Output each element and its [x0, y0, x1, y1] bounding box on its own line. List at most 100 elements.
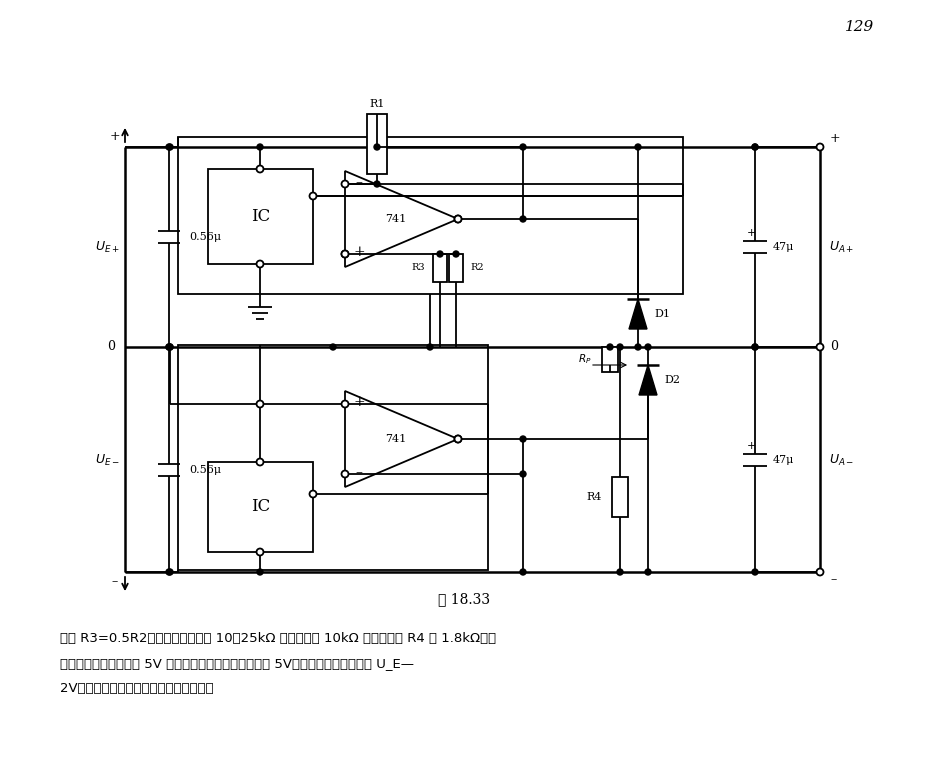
Circle shape: [816, 568, 822, 575]
Circle shape: [374, 181, 379, 187]
Bar: [178, 137, 682, 294]
Circle shape: [256, 459, 263, 466]
Circle shape: [166, 344, 171, 350]
Circle shape: [257, 569, 262, 575]
Text: 图 18.33: 图 18.33: [438, 592, 489, 606]
Circle shape: [166, 569, 171, 575]
Circle shape: [257, 144, 262, 150]
Circle shape: [519, 216, 526, 222]
Circle shape: [341, 470, 349, 478]
Circle shape: [437, 251, 442, 257]
Circle shape: [256, 166, 263, 173]
Circle shape: [816, 143, 822, 150]
Text: 0: 0: [829, 341, 837, 354]
Text: –: –: [829, 574, 835, 587]
Circle shape: [519, 144, 526, 150]
Polygon shape: [629, 299, 646, 329]
Text: –: –: [355, 175, 362, 189]
Text: 741: 741: [385, 434, 406, 444]
Circle shape: [256, 548, 263, 555]
Text: 0.56μ: 0.56μ: [189, 465, 221, 475]
Circle shape: [816, 344, 822, 351]
Circle shape: [341, 251, 349, 258]
Circle shape: [751, 144, 757, 150]
Circle shape: [634, 144, 641, 150]
Text: $U_{A+}$: $U_{A+}$: [829, 239, 854, 255]
Circle shape: [751, 344, 757, 350]
Circle shape: [374, 144, 379, 150]
Circle shape: [519, 471, 526, 477]
Circle shape: [167, 344, 172, 350]
Circle shape: [454, 436, 461, 443]
Text: $U_{A-}$: $U_{A-}$: [829, 453, 854, 468]
Circle shape: [341, 251, 349, 258]
Circle shape: [426, 344, 433, 350]
Polygon shape: [639, 365, 656, 395]
Text: +: +: [353, 245, 364, 259]
Bar: [602, 347, 617, 372]
Circle shape: [310, 491, 316, 498]
Text: +: +: [745, 228, 755, 238]
Circle shape: [341, 180, 349, 187]
Text: $R_P$: $R_P$: [578, 352, 591, 366]
Circle shape: [816, 144, 822, 150]
Circle shape: [167, 144, 172, 150]
Circle shape: [751, 569, 757, 575]
Bar: [208, 169, 312, 264]
Circle shape: [330, 344, 336, 350]
Text: +: +: [109, 130, 121, 143]
Text: 集成稳压电路稳压値为 5V 时，该电路输出最低电压也为 5V。最高输出电压相当于 U_E—: 集成稳压电路稳压値为 5V 时，该电路输出最低电压也为 5V。最高输出电压相当于…: [60, 657, 413, 670]
Text: R2: R2: [469, 264, 483, 272]
Bar: [366, 114, 387, 174]
Circle shape: [751, 344, 757, 350]
Text: 741: 741: [385, 214, 406, 224]
Circle shape: [519, 436, 526, 442]
Text: 2V，故同集成电路允许的输入电压有关。: 2V，故同集成电路允许的输入电压有关。: [60, 683, 213, 696]
Bar: [449, 254, 463, 282]
Circle shape: [519, 569, 526, 575]
Bar: [611, 477, 628, 517]
Text: 129: 129: [844, 20, 873, 34]
Circle shape: [256, 400, 263, 407]
Text: –: –: [355, 465, 362, 479]
Text: 47μ: 47μ: [772, 455, 794, 465]
Text: +: +: [745, 441, 755, 451]
Circle shape: [751, 144, 757, 150]
Circle shape: [616, 344, 622, 350]
Circle shape: [310, 193, 316, 199]
Text: D2: D2: [664, 375, 679, 385]
Circle shape: [644, 344, 651, 350]
Text: IC: IC: [250, 208, 270, 225]
Text: +: +: [829, 133, 840, 146]
Text: $U_{E-}$: $U_{E-}$: [95, 453, 120, 468]
Circle shape: [167, 344, 172, 350]
Text: 0: 0: [107, 341, 115, 354]
Text: 値取 R3=0.5R2。电位器电阵値在 10～25kΩ 之间。当取 10kΩ 时限流电阵 R4 取 1.8kΩ。当: 値取 R3=0.5R2。电位器电阵値在 10～25kΩ 之间。当取 10kΩ 时…: [60, 633, 496, 646]
Circle shape: [166, 344, 171, 350]
Text: 47μ: 47μ: [772, 242, 794, 252]
Circle shape: [454, 216, 461, 222]
Circle shape: [454, 436, 461, 443]
Text: IC: IC: [250, 499, 270, 515]
Circle shape: [452, 251, 459, 257]
Circle shape: [606, 344, 613, 350]
Circle shape: [341, 400, 349, 407]
Text: R3: R3: [411, 264, 425, 272]
Circle shape: [644, 569, 651, 575]
Text: –: –: [112, 575, 118, 588]
Circle shape: [616, 569, 622, 575]
Text: $U_{E+}$: $U_{E+}$: [95, 239, 120, 255]
Circle shape: [634, 344, 641, 350]
Circle shape: [256, 261, 263, 268]
Text: 0.56μ: 0.56μ: [189, 232, 221, 242]
Circle shape: [167, 569, 172, 575]
Circle shape: [166, 144, 171, 150]
Text: D1: D1: [654, 309, 669, 319]
Bar: [208, 462, 312, 552]
Bar: [433, 254, 447, 282]
Text: +: +: [353, 395, 364, 409]
Text: R4: R4: [586, 492, 602, 502]
Bar: [178, 345, 488, 570]
Circle shape: [454, 216, 461, 222]
Text: R1: R1: [369, 99, 385, 109]
